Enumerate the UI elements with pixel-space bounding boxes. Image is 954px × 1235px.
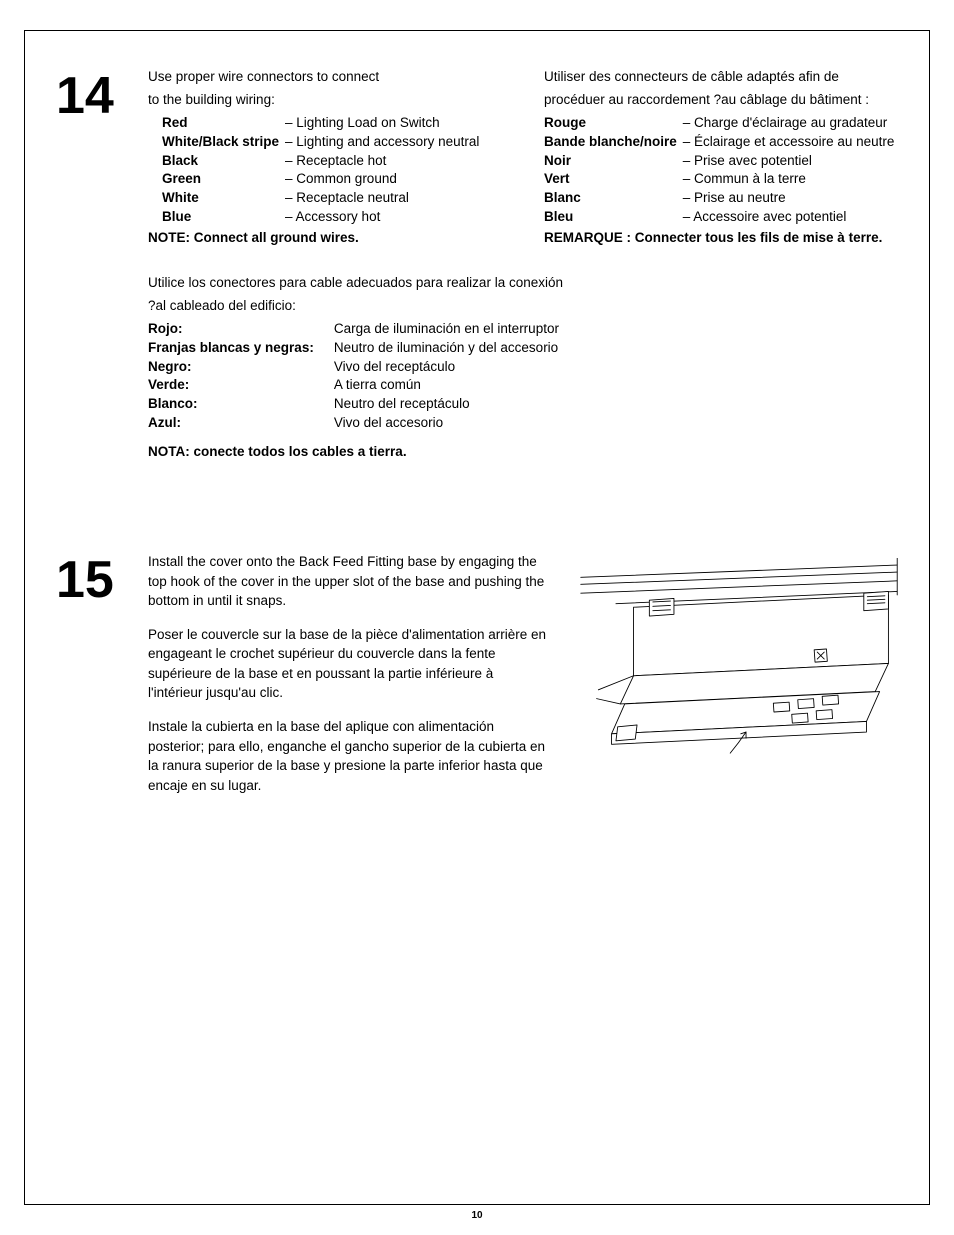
wire-desc: – Lighting Load on Switch [283, 114, 479, 133]
step-14-english: Use proper wire connectors to connect to… [148, 68, 510, 248]
wire-desc: – Accessory hot [283, 208, 479, 227]
step-14-spanish: Utilice los conectores para cable adecua… [148, 274, 906, 462]
intro-line: ?al cableado del edificio: [148, 297, 906, 316]
wire-desc: Carga de iluminación en el interruptor [332, 320, 559, 339]
wire-label: Blanco: [148, 395, 332, 414]
wire-desc: – Charge d'éclairage au gradateur [681, 114, 895, 133]
wire-label: Blue [162, 208, 283, 227]
intro-line: procéduer au raccordement ?au câblage du… [544, 91, 906, 110]
wire-desc: – Receptacle neutral [283, 189, 479, 208]
wire-label: Green [162, 170, 283, 189]
step-number: 14 [48, 68, 148, 122]
step-15: 15 Install the cover onto the Back Feed … [48, 552, 906, 809]
note-fr: REMARQUE : Connecter tous les fils de mi… [544, 229, 906, 248]
wire-label: Red [162, 114, 283, 133]
step-14-body: Use proper wire connectors to connect to… [148, 68, 906, 462]
wire-desc: A tierra común [332, 376, 559, 395]
intro-line: to the building wiring: [148, 91, 510, 110]
page: 14 Use proper wire connectors to connect… [0, 0, 954, 1235]
step-15-fr: Poser le couvercle sur la base de la piè… [148, 625, 548, 703]
wire-desc: – Commun à la terre [681, 170, 895, 189]
wire-label: White [162, 189, 283, 208]
wire-label: Verde: [148, 376, 332, 395]
step-14: 14 Use proper wire connectors to connect… [48, 68, 906, 462]
wire-desc: – Éclairage et accessoire au neutre [681, 133, 895, 152]
fitting-illustration-icon [572, 558, 906, 760]
wire-desc: – Common ground [283, 170, 479, 189]
note-es: NOTA: conecte todos los cables a tierra. [148, 443, 906, 462]
wire-desc: – Prise au neutre [681, 189, 895, 208]
wire-label: Black [162, 152, 283, 171]
wire-label: Rojo: [148, 320, 332, 339]
wire-label: Noir [544, 152, 681, 171]
wire-desc: – Receptacle hot [283, 152, 479, 171]
wire-label: Vert [544, 170, 681, 189]
intro-line: Use proper wire connectors to connect [148, 68, 510, 87]
wire-table-fr: Rouge– Charge d'éclairage au gradateur B… [544, 114, 894, 227]
wire-table-es: Rojo:Carga de iluminación en el interrup… [148, 320, 559, 433]
step-15-en: Install the cover onto the Back Feed Fit… [148, 552, 548, 611]
wire-label: Rouge [544, 114, 681, 133]
note-en: NOTE: Connect all ground wires. [148, 229, 510, 248]
wire-desc: – Prise avec potentiel [681, 152, 895, 171]
step-15-es: Instale la cubierta en la base del apliq… [148, 717, 548, 795]
wire-desc: Neutro de iluminación y del accesorio [332, 339, 559, 358]
intro-line: Utiliser des connecteurs de câble adapté… [544, 68, 906, 87]
wire-desc: Vivo del receptáculo [332, 358, 559, 377]
wire-desc: Neutro del receptáculo [332, 395, 559, 414]
step-15-body: Install the cover onto the Back Feed Fit… [148, 552, 906, 809]
step-15-text: Install the cover onto the Back Feed Fit… [148, 552, 548, 809]
wire-label: Franjas blancas y negras: [148, 339, 332, 358]
intro-line: Utilice los conectores para cable adecua… [148, 274, 906, 293]
wire-label: Blanc [544, 189, 681, 208]
wire-label: Azul: [148, 414, 332, 433]
step-15-diagram [572, 552, 906, 809]
wire-label: Bande blanche/noire [544, 133, 681, 152]
wire-desc: – Accessoire avec potentiel [681, 208, 895, 227]
wire-desc: Vivo del accesorio [332, 414, 559, 433]
wire-desc: – Lighting and accessory neutral [283, 133, 479, 152]
wire-label: Negro: [148, 358, 332, 377]
wire-table-en: Red– Lighting Load on Switch White/Black… [162, 114, 479, 227]
step-14-columns: Use proper wire connectors to connect to… [148, 68, 906, 248]
content: 14 Use proper wire connectors to connect… [20, 38, 934, 809]
wire-label: Bleu [544, 208, 681, 227]
step-number: 15 [48, 552, 148, 606]
step-14-french: Utiliser des connecteurs de câble adapté… [544, 68, 906, 248]
page-number: 10 [0, 1210, 954, 1221]
wire-label: White/Black stripe [162, 133, 283, 152]
